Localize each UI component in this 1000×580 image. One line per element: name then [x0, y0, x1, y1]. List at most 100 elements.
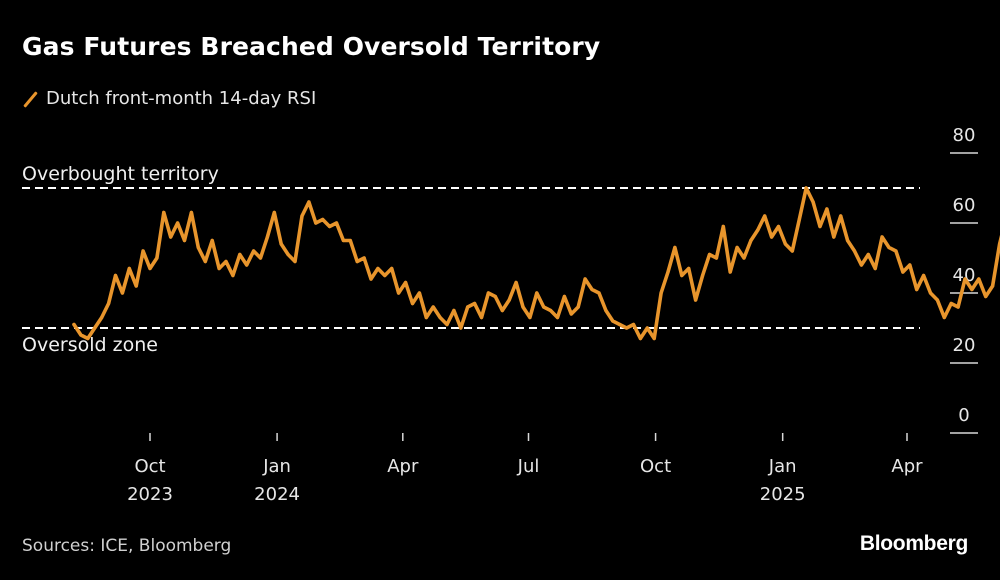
rsi-series-line [72, 186, 1000, 341]
rsi-data-point [279, 242, 283, 246]
rsi-data-point [424, 315, 428, 320]
rsi-data-point [804, 186, 808, 190]
rsi-data-point [887, 245, 891, 250]
rsi-data-point [245, 263, 249, 267]
rsi-data-point [908, 263, 912, 267]
rsi-data-point [93, 326, 97, 330]
source-note: Sources: ICE, Bloomberg [22, 536, 232, 556]
rsi-data-point [645, 326, 649, 330]
rsi-data-point [452, 308, 456, 313]
rsi-data-point [873, 266, 877, 271]
rsi-data-point [293, 259, 297, 264]
y-tick-label: 60 [953, 195, 976, 216]
rsi-data-point [286, 252, 290, 257]
rsi-data-point [770, 235, 774, 239]
rsi-data-point [652, 336, 656, 341]
rsi-data-point [631, 322, 636, 327]
chart-title: Gas Futures Breached Oversold Territory [22, 32, 601, 61]
rsi-data-point [590, 287, 594, 292]
rsi-data-point [576, 305, 580, 309]
x-tick-label: Jan [262, 456, 291, 477]
rsi-data-point [618, 322, 622, 327]
rsi-data-point [625, 326, 629, 330]
rsi-data-point [763, 214, 767, 218]
rsi-data-point [859, 263, 864, 267]
series-layer [72, 186, 1000, 341]
rsi-data-point [728, 270, 732, 274]
rsi-data-point [390, 266, 394, 271]
rsi-data-point [486, 291, 490, 295]
rsi-data-point [348, 238, 352, 243]
rsi-data-point [514, 280, 518, 285]
rsi-data-point [977, 277, 981, 281]
rsi-data-point [555, 315, 560, 320]
rsi-data-point [258, 256, 263, 260]
rsi-series-points [72, 186, 1000, 341]
x-tick-label: Jul [517, 456, 540, 477]
rsi-data-point [189, 210, 193, 215]
rsi-data-point [134, 284, 138, 288]
rsi-data-point [811, 200, 815, 204]
rsi-data-point [687, 266, 691, 271]
rsi-data-point [493, 294, 497, 299]
x-tick-year-label: 2025 [760, 484, 806, 505]
rsi-data-point [673, 245, 677, 250]
rsi-data-point [742, 256, 746, 260]
rsi-data-point [521, 305, 525, 309]
rsi-data-point [328, 224, 332, 229]
rsi-data-point [928, 291, 933, 295]
rsi-data-point [714, 256, 719, 260]
rsi-data-point [790, 249, 794, 253]
rsi-data-point [935, 298, 940, 302]
legend: Dutch front-month 14-day RSI [22, 88, 316, 109]
rsi-data-point [72, 322, 76, 327]
rsi-data-point [300, 214, 304, 218]
rsi-data-point [894, 249, 898, 253]
rsi-data-point [445, 322, 449, 327]
rsi-data-point [155, 256, 159, 260]
rsi-data-point [832, 235, 836, 239]
rsi-data-point [397, 291, 401, 295]
rsi-data-point [535, 291, 539, 295]
rsi-data-point [355, 259, 359, 264]
rsi-data-point [383, 273, 387, 278]
rsi-data-point [970, 287, 974, 292]
rsi-data-point [376, 266, 380, 271]
rsi-data-point [597, 291, 601, 295]
rsi-data-point [459, 326, 463, 330]
rsi-data-point [549, 308, 553, 313]
x-tick-year-label: 2024 [254, 484, 300, 505]
rsi-data-point [438, 315, 442, 320]
rsi-data-point [611, 319, 615, 323]
rsi-data-point [846, 238, 850, 243]
rsi-data-point [604, 308, 608, 313]
x-tick-label: Apr [891, 456, 923, 477]
rsi-data-point [942, 315, 946, 320]
rsi-data-point [901, 270, 905, 274]
rsi-data-point [341, 238, 345, 243]
rsi-data-point [776, 224, 781, 229]
x-tick-label: Apr [387, 456, 419, 477]
rsi-data-point [182, 238, 187, 243]
rsi-data-point [680, 273, 684, 278]
rsi-data-point [79, 333, 83, 337]
rsi-data-point [176, 221, 180, 225]
x-tick-label: Oct [134, 456, 165, 477]
legend-label: Dutch front-month 14-day RSI [46, 88, 317, 109]
rsi-data-point [666, 270, 670, 274]
rsi-data-point [86, 336, 90, 341]
rsi-data-point [866, 252, 870, 257]
rsi-data-point [915, 287, 919, 292]
rsi-data-point [707, 252, 712, 257]
rsi-data-point [369, 277, 373, 281]
rsi-data-point [169, 235, 173, 239]
y-tick-label: 0 [958, 405, 969, 426]
rsi-data-point [162, 210, 166, 215]
rsi-data-point [224, 259, 228, 264]
x-tick-label: Jan [768, 456, 797, 477]
rsi-data-point [334, 221, 339, 225]
rsi-data-point [756, 228, 760, 232]
rsi-data-point [100, 315, 104, 320]
rsi-data-point [321, 217, 325, 222]
